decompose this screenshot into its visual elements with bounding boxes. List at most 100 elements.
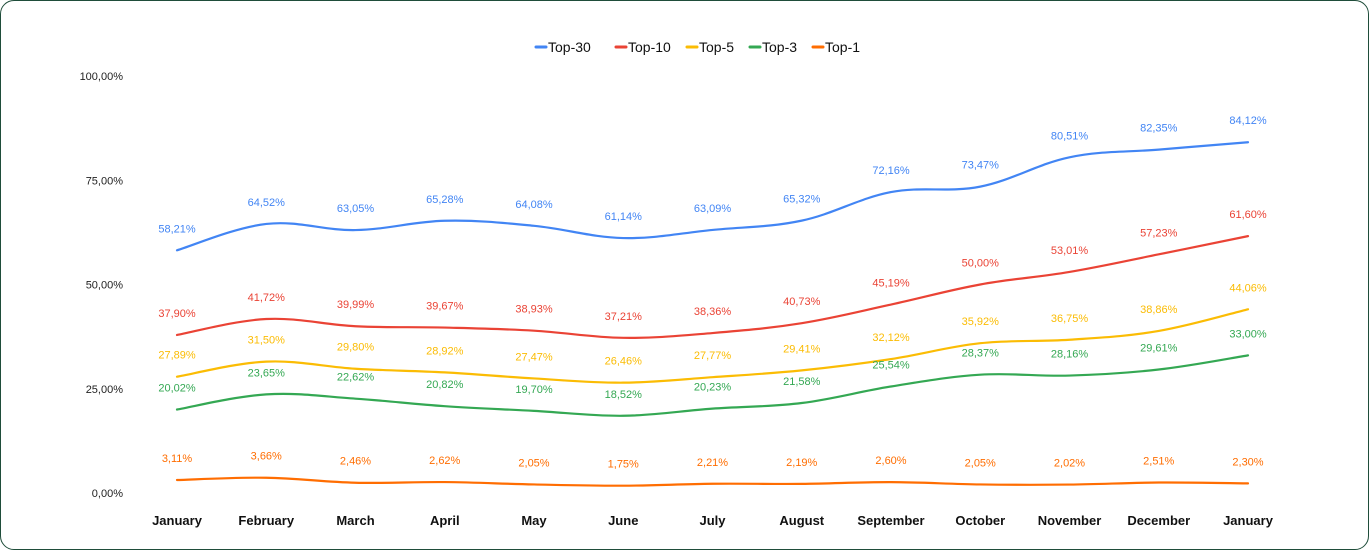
- series-line-top-3: [175, 354, 1250, 417]
- data-label-top-30: 63,09%: [694, 203, 732, 215]
- data-label-top-3: 28,37%: [962, 348, 1000, 360]
- x-tick-label: April: [430, 513, 460, 528]
- data-label-top-5: 31,50%: [248, 335, 286, 347]
- data-label-top-30: 58,21%: [158, 223, 196, 235]
- data-label-top-10: 50,00%: [962, 258, 1000, 270]
- data-label-top-1: 1,75%: [608, 459, 639, 471]
- data-label-top-3: 21,58%: [783, 376, 821, 388]
- y-tick-label: 75,00%: [86, 175, 124, 187]
- data-label-top-10: 57,23%: [1140, 227, 1178, 239]
- series-line-top-10: [175, 235, 1250, 339]
- data-label-top-30: 64,52%: [248, 197, 286, 209]
- data-label-top-3: 23,65%: [248, 367, 286, 379]
- data-label-top-3: 22,62%: [337, 372, 375, 384]
- data-label-top-3: 20,82%: [426, 379, 464, 391]
- data-label-top-5: 38,86%: [1140, 304, 1178, 316]
- y-tick-label: 0,00%: [92, 488, 123, 500]
- legend-label-top-1[interactable]: Top-1: [825, 39, 860, 55]
- data-label-top-5: 26,46%: [605, 356, 643, 368]
- data-label-top-1: 2,19%: [786, 457, 817, 469]
- data-label-top-30: 63,05%: [337, 203, 375, 215]
- series-line-top-1: [175, 476, 1250, 487]
- data-label-top-1: 2,46%: [340, 456, 371, 468]
- data-label-top-1: 2,30%: [1232, 456, 1263, 468]
- data-label-top-3: 29,61%: [1140, 343, 1178, 355]
- data-label-top-10: 38,36%: [694, 306, 732, 318]
- legend-label-top-5[interactable]: Top-5: [699, 39, 734, 55]
- series-line-top-30: [175, 141, 1250, 252]
- data-label-top-1: 3,11%: [162, 453, 193, 465]
- x-axis: January February March April May June July Augu…: [152, 513, 1274, 528]
- x-tick-label: February: [238, 513, 294, 528]
- data-label-top-5: 44,06%: [1229, 282, 1267, 294]
- data-label-top-5: 27,47%: [515, 351, 553, 363]
- data-label-top-30: 61,14%: [605, 211, 643, 223]
- data-label-top-10: 37,21%: [605, 311, 643, 323]
- data-label-top-10: 39,99%: [337, 299, 375, 311]
- legend-label-top-10[interactable]: Top-10: [628, 39, 671, 55]
- data-label-top-30: 64,08%: [515, 199, 553, 211]
- data-label-top-3: 28,16%: [1051, 349, 1089, 361]
- data-label-top-1: 2,21%: [697, 457, 728, 469]
- data-label-top-10: 41,72%: [248, 292, 286, 304]
- data-label-top-3: 19,70%: [515, 384, 553, 396]
- legend: Top-30 Top-10 Top-5 Top-3 Top-1: [534, 39, 860, 55]
- y-tick-label: 25,00%: [86, 384, 124, 396]
- data-label-top-30: 82,35%: [1140, 123, 1178, 135]
- data-label-top-5: 29,80%: [337, 342, 375, 354]
- data-label-top-30: 65,32%: [783, 194, 821, 206]
- x-tick-label: January: [152, 513, 203, 528]
- data-label-top-10: 39,67%: [426, 301, 464, 313]
- data-label-top-10: 53,01%: [1051, 245, 1089, 257]
- y-tick-label: 100,00%: [80, 71, 124, 83]
- data-label-top-30: 65,28%: [426, 194, 464, 206]
- y-tick-label: 50,00%: [86, 280, 124, 292]
- x-tick-label: November: [1038, 513, 1102, 528]
- data-label-top-1: 3,66%: [251, 451, 282, 463]
- x-tick-label: June: [608, 513, 638, 528]
- legend-label-top-30[interactable]: Top-30: [548, 39, 591, 55]
- data-label-top-1: 2,51%: [1143, 456, 1174, 468]
- data-label-top-5: 27,89%: [158, 350, 196, 362]
- x-tick-label: January: [1223, 513, 1274, 528]
- data-label-top-30: 84,12%: [1229, 115, 1267, 127]
- x-tick-label: October: [955, 513, 1005, 528]
- data-label-top-10: 38,93%: [515, 304, 553, 316]
- data-label-top-5: 35,92%: [962, 316, 1000, 328]
- y-axis: 0,00% 25,00% 50,00% 75,00% 100,00%: [80, 71, 124, 500]
- data-label-top-3: 33,00%: [1229, 328, 1267, 340]
- data-label-top-30: 72,16%: [872, 165, 910, 177]
- data-label-top-5: 36,75%: [1051, 313, 1089, 325]
- x-tick-label: December: [1127, 513, 1190, 528]
- x-tick-label: September: [857, 513, 924, 528]
- data-label-top-5: 29,41%: [783, 343, 821, 355]
- data-label-top-1: 2,05%: [965, 457, 996, 469]
- data-label-top-5: 27,77%: [694, 350, 732, 362]
- data-label-top-5: 28,92%: [426, 345, 464, 357]
- data-label-top-10: 61,60%: [1229, 209, 1267, 221]
- data-label-top-3: 18,52%: [605, 389, 643, 401]
- data-label-top-30: 80,51%: [1051, 130, 1089, 142]
- data-label-top-1: 2,02%: [1054, 458, 1085, 470]
- data-label-top-1: 2,62%: [429, 455, 460, 467]
- data-label-top-10: 40,73%: [783, 296, 821, 308]
- data-label-top-3: 20,02%: [158, 383, 196, 395]
- x-tick-label: May: [521, 513, 547, 528]
- series-line-top-5: [175, 308, 1250, 384]
- data-label-top-5: 32,12%: [872, 332, 910, 344]
- series-lines: [175, 141, 1250, 487]
- x-tick-label: March: [336, 513, 374, 528]
- legend-label-top-3[interactable]: Top-3: [762, 39, 797, 55]
- data-label-top-30: 73,47%: [962, 160, 1000, 172]
- data-label-top-1: 2,60%: [875, 455, 906, 467]
- x-tick-label: August: [779, 513, 824, 528]
- data-label-top-3: 25,54%: [872, 359, 910, 371]
- data-label-top-10: 45,19%: [872, 278, 910, 290]
- x-tick-label: July: [699, 513, 726, 528]
- data-label-top-10: 37,90%: [158, 308, 196, 320]
- data-label-top-1: 2,05%: [518, 457, 549, 469]
- data-label-top-3: 20,23%: [694, 382, 732, 394]
- data-labels: 58,21% 64,52% 63,05% 65,28% 64,08% 61,14% 63,0…: [158, 115, 1267, 470]
